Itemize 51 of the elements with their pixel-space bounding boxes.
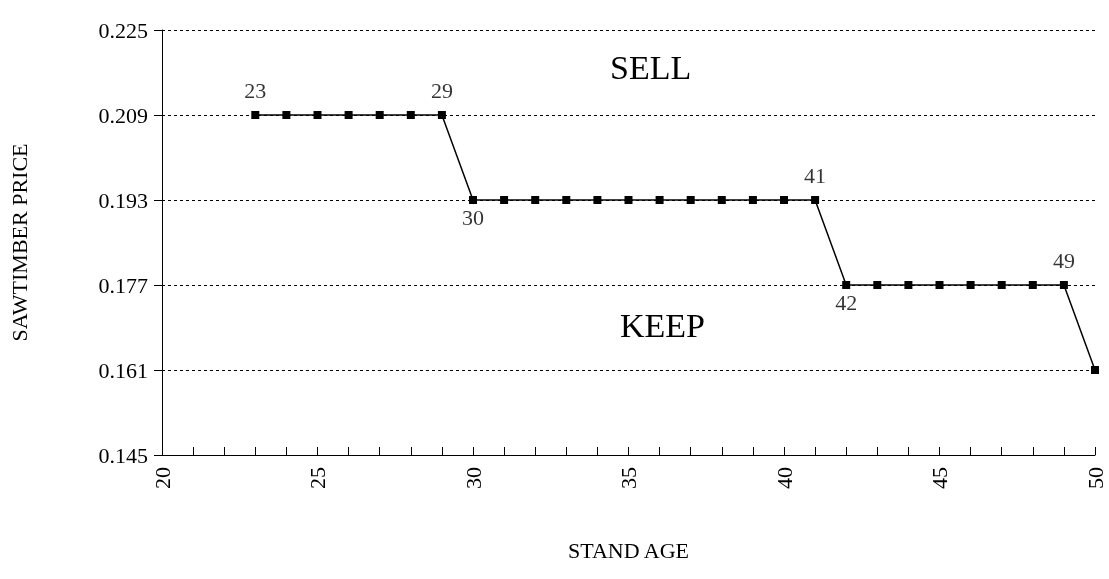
- point: [748, 196, 757, 204]
- y-tick-label: 0.177: [98, 272, 148, 298]
- point: [935, 281, 944, 289]
- x-tick-label: 30: [460, 467, 486, 489]
- x-tick-label: 50: [1082, 467, 1108, 489]
- point: [811, 196, 820, 204]
- y-tick-label: 0.161: [98, 357, 148, 383]
- point: [251, 111, 260, 119]
- y-tick-label: 0.225: [98, 17, 148, 43]
- annotation: SELL: [610, 48, 692, 86]
- point: [717, 196, 726, 204]
- point: [469, 196, 477, 204]
- point: [966, 281, 975, 289]
- point: [313, 111, 322, 119]
- point: [624, 196, 633, 204]
- point: [1091, 366, 1099, 374]
- annotation: 23: [244, 77, 267, 103]
- annotation: 42: [835, 289, 858, 315]
- point: [406, 111, 415, 119]
- annotation: 41: [804, 162, 827, 188]
- point: [997, 281, 1006, 289]
- point: [531, 196, 540, 204]
- point: [375, 111, 384, 119]
- point: [282, 111, 291, 119]
- point: [686, 196, 695, 204]
- point: [780, 196, 788, 204]
- point: [1059, 281, 1068, 289]
- point: [904, 281, 913, 289]
- x-axis-title: STAND AGE: [567, 537, 690, 563]
- annotation: 49: [1052, 247, 1075, 273]
- annotation: 29: [430, 77, 453, 103]
- x-tick-label: 35: [616, 467, 641, 489]
- annotation: KEEP: [620, 306, 705, 344]
- y-tick-label: 0.209: [98, 102, 148, 128]
- x-tick-label: 45: [927, 467, 952, 489]
- point: [842, 281, 851, 289]
- point: [593, 196, 602, 204]
- annotation: 30: [462, 204, 484, 230]
- x-tick-label: 20: [149, 467, 175, 489]
- point: [500, 196, 509, 204]
- y-axis-title: SAWTIMBER PRICE: [6, 143, 32, 342]
- point: [562, 196, 571, 204]
- x-tick-label: 40: [771, 467, 797, 489]
- point: [344, 111, 353, 119]
- y-tick-label: 0.193: [98, 187, 148, 213]
- x-tick-label: 25: [305, 467, 330, 489]
- point: [655, 196, 664, 204]
- point: [437, 111, 446, 119]
- y-tick-label: 0.145: [98, 442, 148, 468]
- point: [1028, 281, 1037, 289]
- point: [873, 281, 882, 289]
